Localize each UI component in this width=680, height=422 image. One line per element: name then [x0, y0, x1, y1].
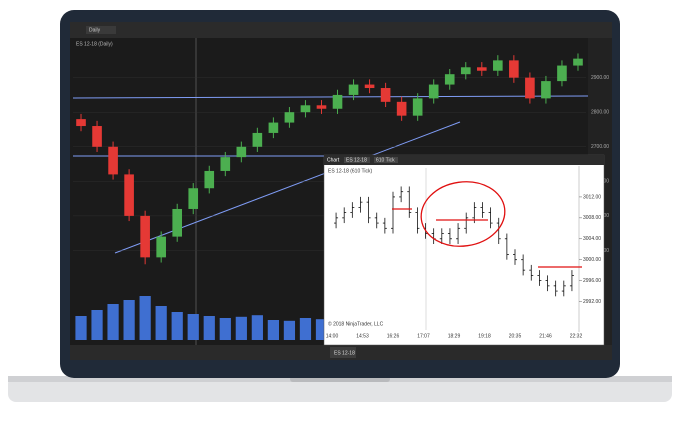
volume-bar	[219, 318, 231, 340]
candle-body	[156, 236, 166, 258]
x-tick-label: 17:07	[417, 333, 430, 339]
candle-body	[460, 67, 471, 75]
y-tick-label: 3004.00	[583, 236, 601, 242]
candle-body	[284, 112, 295, 123]
candle-body	[493, 60, 503, 71]
volume-bar	[187, 314, 199, 340]
volume-bar	[267, 320, 280, 340]
candle-body	[172, 208, 183, 237]
annotation-circle	[420, 181, 506, 247]
interval-box[interactable]	[86, 26, 116, 34]
candle-body	[444, 74, 455, 85]
volume-bar	[107, 304, 119, 340]
candle-body	[557, 65, 567, 82]
candle-body	[108, 146, 118, 175]
main-chart-title: ES 12-18 (Daily)	[76, 41, 113, 47]
candle-body	[124, 174, 134, 216]
candle-body	[541, 81, 551, 99]
x-tick-label: 18:29	[448, 333, 461, 339]
volume-bar	[203, 316, 215, 340]
candle-body	[300, 105, 311, 113]
interval-label: 610 Tick	[376, 157, 395, 163]
candle-body	[268, 122, 279, 133]
x-tick-label: 19:18	[478, 333, 491, 339]
volume-bar	[251, 315, 263, 340]
volume-bar	[139, 296, 151, 340]
candle-body	[92, 126, 102, 147]
candle-body	[509, 60, 519, 78]
tab-label: ES 12-18	[334, 350, 355, 356]
x-tick-label: 22:32	[570, 333, 583, 339]
volume-bar	[299, 318, 312, 340]
candle-body	[428, 84, 439, 99]
y-tick-label: 2900.00	[591, 75, 609, 81]
interval-box[interactable]	[374, 157, 398, 163]
volume-bar	[283, 320, 296, 340]
volume-bar	[123, 300, 135, 340]
candle-body	[236, 146, 247, 158]
volume-bar	[171, 312, 183, 340]
inner-chart-title: ES 12-18 (610 Tick)	[328, 168, 373, 174]
laptop-base	[8, 376, 672, 402]
candle-body	[396, 101, 407, 116]
volume-bar	[91, 310, 103, 340]
y-tick-label: 2996.00	[583, 278, 601, 284]
candle-body	[204, 170, 215, 189]
candle-body	[316, 105, 327, 109]
volume-bar	[315, 319, 328, 340]
toolbar	[70, 22, 612, 38]
y-tick-label: 2700.00	[591, 144, 609, 150]
candle-body	[76, 119, 86, 127]
y-tick-label: 2992.00	[583, 299, 601, 305]
inner-window	[323, 154, 605, 346]
y-tick-label: 3012.00	[583, 194, 601, 200]
tab[interactable]	[330, 347, 356, 358]
candle-body	[252, 132, 263, 147]
candle-body	[412, 98, 423, 116]
y-tick-label: 2800.00	[591, 110, 609, 116]
copyright: © 2018 NinjaTrader, LLC	[328, 320, 384, 327]
volume-bar	[75, 316, 87, 340]
candle-body	[476, 67, 487, 71]
candle-body	[140, 215, 150, 258]
candle-body	[332, 94, 343, 109]
volume-bar	[155, 306, 167, 340]
x-tick-label: 14:53	[356, 333, 369, 339]
window-label: Chart	[327, 157, 340, 163]
candle-body	[573, 58, 583, 66]
candle-body	[525, 77, 535, 99]
x-tick-label: 21:46	[539, 333, 552, 339]
inner-window-bar	[324, 155, 604, 165]
volume-bar	[235, 316, 247, 340]
x-tick-label: 16:26	[387, 333, 400, 339]
interval-label: Daily	[89, 27, 101, 33]
candle-body	[188, 188, 199, 209]
candle-body	[364, 84, 375, 89]
candle-body	[220, 157, 231, 171]
y-tick-label: 3000.00	[583, 257, 601, 263]
y-tick-label: 3008.00	[583, 215, 601, 221]
instrument-box[interactable]	[344, 157, 370, 163]
x-tick-label: 20:35	[509, 333, 522, 339]
instrument-label: ES 12-18	[346, 157, 367, 163]
trend-line	[72, 95, 589, 99]
candle-body	[348, 84, 359, 95]
x-tick-label: 14:00	[326, 333, 339, 339]
candle-body	[380, 88, 391, 102]
